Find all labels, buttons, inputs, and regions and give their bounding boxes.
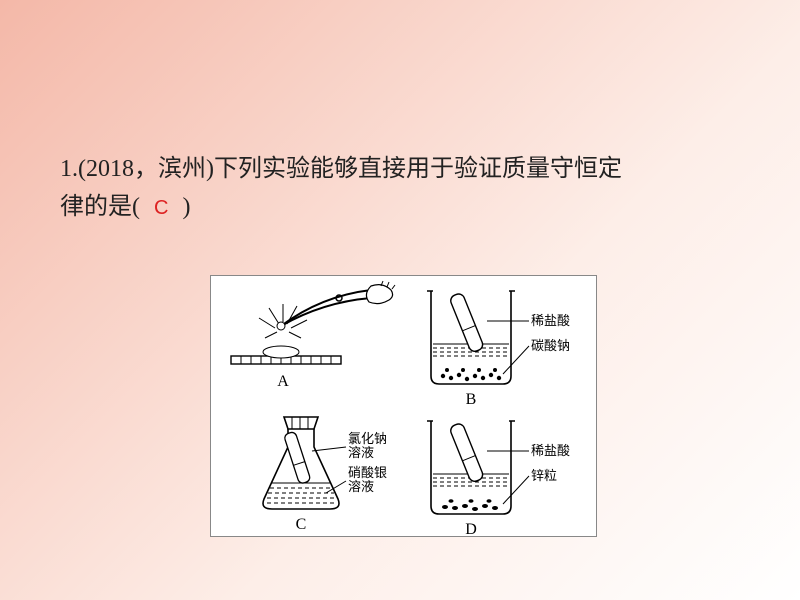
panel-b-label-top: 稀盐酸 <box>531 313 570 328</box>
panel-a-letter: A <box>277 373 289 390</box>
panel-c-label-mid: 溶液 <box>348 445 374 460</box>
panel-c-label-bot1: 硝酸银 <box>348 465 387 480</box>
panel-b-label-bottom: 碳酸钠 <box>531 338 570 353</box>
panel-c: 氯化钠 溶液 硝酸银 溶液 C <box>263 417 387 533</box>
question-text-line1: 1.(2018，滨州)下列实验能够直接用于验证质量守恒定 <box>60 156 622 182</box>
panel-d-letter: D <box>465 521 477 536</box>
panel-c-letter: C <box>296 516 307 533</box>
panel-a: A <box>231 281 395 390</box>
question-text-line2-pre: 律的是( <box>60 194 140 220</box>
panel-b: 稀盐酸 碳酸钠 B <box>427 291 570 408</box>
panel-d: 稀盐酸 锌粒 D <box>427 421 570 536</box>
question-text-line2-post: ) <box>182 194 190 220</box>
panel-d-label-bottom: 锌粒 <box>531 468 557 483</box>
panel-c-label-bot2: 溶液 <box>348 479 374 494</box>
answer-letter: C <box>146 197 176 219</box>
panel-b-letter: B <box>466 391 477 408</box>
experiments-figure: A <box>210 275 597 537</box>
panel-c-label-top: 氯化钠 <box>348 431 387 446</box>
panel-d-label-top: 稀盐酸 <box>531 443 570 458</box>
question-block: 1.(2018，滨州)下列实验能够直接用于验证质量守恒定 律的是( C ) <box>60 150 710 227</box>
